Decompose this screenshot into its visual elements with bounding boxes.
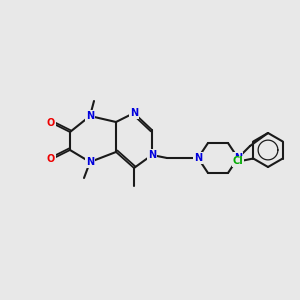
Text: N: N [86,111,94,121]
Text: N: N [86,157,94,167]
Text: N: N [194,153,202,163]
Text: N: N [234,153,242,163]
Text: N: N [148,150,156,160]
Text: O: O [47,154,55,164]
Text: Cl: Cl [233,157,244,166]
Text: N: N [130,108,138,118]
Text: O: O [47,118,55,128]
